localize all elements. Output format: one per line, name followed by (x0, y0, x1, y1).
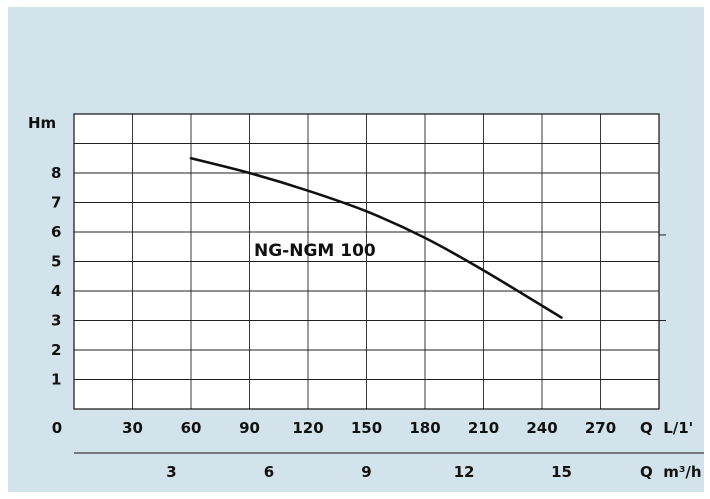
series-label: NG-NGM 100 (254, 241, 376, 261)
x-tick-labels-m3h: 3 6 9 12 15 (166, 463, 572, 481)
y-tick-label: 1 (51, 371, 61, 389)
x-tick-label-lpm: 120 (292, 419, 323, 437)
series-line-ng-ngm-100 (189, 156, 563, 319)
y-tick-label: 5 (51, 253, 61, 271)
right-ticks (659, 234, 666, 321)
y-tick-label: 8 (51, 164, 61, 182)
x-tick-labels-lpm: 0 30 60 90 120 150 180 210 240 270 (52, 419, 616, 437)
x-tick-label-lpm: 180 (409, 419, 440, 437)
x-tick-label-lpm: 150 (351, 419, 382, 437)
x-tick-label-lpm: 30 (122, 419, 143, 437)
x-tick-label-m3h: 9 (361, 463, 371, 481)
y-axis-label: Hm (28, 114, 56, 132)
grid (74, 114, 659, 409)
x-axis-label-lpm: Q L/1' (640, 419, 693, 437)
x-tick-label-lpm: 240 (526, 419, 557, 437)
x-tick-label-lpm: 90 (239, 419, 260, 437)
y-tick-label: 6 (51, 223, 61, 241)
x-tick-label-lpm: 60 (181, 419, 202, 437)
y-tick-label: 3 (51, 312, 61, 330)
x-axis-label-m3h: Q m³/h (640, 463, 702, 481)
y-tick-label: 4 (51, 282, 61, 300)
x-tick-label-lpm: 210 (468, 419, 499, 437)
x-tick-label-lpm: 270 (585, 419, 616, 437)
plot-border (73, 113, 660, 410)
y-tick-label: 2 (51, 341, 61, 359)
x-tick-label-m3h: 6 (264, 463, 274, 481)
x-tick-label-m3h: 3 (166, 463, 176, 481)
x-tick-label-m3h: 12 (454, 463, 475, 481)
y-tick-labels: 1 2 3 4 5 6 7 8 (51, 164, 61, 389)
x-tick-label-lpm: 0 (52, 419, 62, 437)
y-tick-label: 7 (51, 194, 61, 212)
x-tick-label-m3h: 15 (551, 463, 572, 481)
